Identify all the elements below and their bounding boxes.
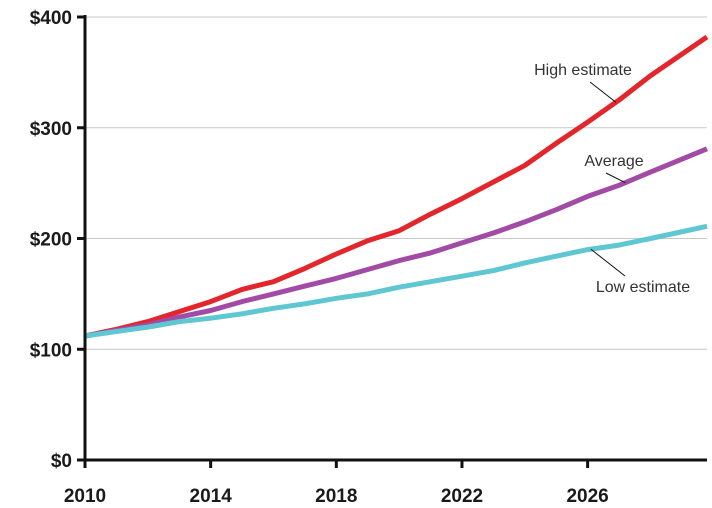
x-tick-label: 2022 [441, 486, 483, 507]
series-labels: High estimate Average Low estimate [534, 62, 690, 296]
y-tick-labels: $0 $100 $200 $300 $400 [30, 8, 72, 472]
series-line-average [84, 146, 708, 339]
leader-line-average [605, 172, 626, 184]
x-tick-label: 2026 [566, 486, 608, 507]
x-tick-labels: 2010 2014 2018 2022 2026 [64, 486, 609, 507]
x-tick-label: 2014 [190, 486, 233, 507]
x-tick-label: 2010 [64, 486, 106, 507]
y-tick-label: $0 [51, 451, 72, 472]
axes [77, 15, 707, 468]
y-tick-label: $400 [30, 8, 72, 29]
y-tick-label: $200 [30, 230, 72, 251]
y-tick-label: $100 [30, 340, 72, 361]
label-leader-lines [589, 81, 626, 277]
leader-line-high-estimate [589, 81, 617, 103]
series-lines [84, 34, 709, 339]
y-tick-label: $300 [30, 119, 72, 140]
series-label-average: Average [584, 153, 643, 170]
x-tick-label: 2018 [315, 486, 357, 507]
series-line-low-estimate [84, 223, 708, 339]
leader-line-low-estimate [590, 248, 626, 277]
grid-lines [85, 16, 707, 350]
series-line-high-estimate [84, 34, 709, 339]
series-label-low-estimate: Low estimate [596, 279, 690, 296]
series-label-high-estimate: High estimate [534, 62, 632, 79]
